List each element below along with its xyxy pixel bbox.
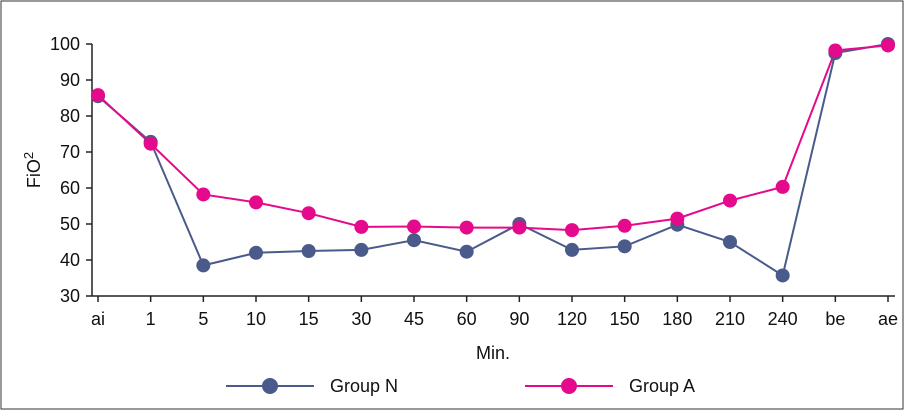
x-axis-title: Min. <box>476 343 510 363</box>
data-point-group-a <box>565 223 579 238</box>
data-point-group-n <box>617 239 632 254</box>
x-tick-label: 45 <box>404 309 424 329</box>
x-tick-label: 5 <box>198 309 208 329</box>
x-tick-label: be <box>825 309 845 329</box>
data-point-group-a <box>723 193 737 208</box>
data-point-group-n <box>723 235 737 249</box>
y-tick-label: 60 <box>60 178 80 198</box>
legend: Group N Group A <box>226 376 695 396</box>
y-tick-label: 70 <box>60 142 80 162</box>
data-point-group-n <box>301 244 316 258</box>
x-ticks: ai 1 5 10 15 30 45 60 90 120 150 180 210 240 be ae <box>91 296 898 329</box>
series-line-group-a <box>97 44 889 232</box>
series-points <box>91 37 895 283</box>
x-tick-label: 60 <box>457 309 477 329</box>
x-tick-label: 240 <box>768 309 798 329</box>
data-point-group-n <box>459 244 474 259</box>
data-point-group-a <box>143 136 158 151</box>
x-tick-label: 150 <box>610 309 640 329</box>
x-tick-label: 180 <box>662 309 692 329</box>
y-axis-title-sup: 2 <box>21 152 36 159</box>
y-tick-label: 90 <box>60 70 80 90</box>
data-point-group-n <box>407 233 421 248</box>
legend-marker-group-n <box>262 378 278 394</box>
x-tick-label: 210 <box>715 309 745 329</box>
legend-marker-group-a <box>561 378 577 394</box>
legend-label-group-n: Group N <box>330 376 398 396</box>
x-tick-label: ai <box>91 309 105 329</box>
x-tick-label: 1 <box>146 309 156 329</box>
data-point-group-a <box>670 211 685 226</box>
y-tick-label: 40 <box>60 250 80 270</box>
data-point-group-n <box>565 242 579 257</box>
data-point-group-a <box>775 179 790 194</box>
data-point-group-n <box>354 242 369 257</box>
y-ticks: 30 40 50 60 70 80 90 100 <box>50 34 92 306</box>
data-point-group-a <box>354 219 369 234</box>
x-tick-label: 120 <box>557 309 587 329</box>
x-tick-label: 90 <box>509 309 529 329</box>
y-tick-label: 50 <box>60 214 80 234</box>
x-tick-label: ae <box>878 309 898 329</box>
data-point-group-n <box>775 268 790 283</box>
data-point-group-a <box>91 88 105 103</box>
x-tick-label: 10 <box>246 309 266 329</box>
data-point-group-a <box>617 218 632 233</box>
y-tick-label: 30 <box>60 286 80 306</box>
data-point-group-n <box>196 258 211 273</box>
legend-item-group-n: Group N <box>226 376 398 396</box>
y-tick-label: 100 <box>50 34 80 54</box>
y-axis-title: FiO2 <box>21 152 45 188</box>
data-point-group-a <box>301 206 316 221</box>
series-lines <box>97 43 889 278</box>
x-tick-label: 15 <box>299 309 319 329</box>
data-point-group-a <box>881 38 895 53</box>
y-axis-title-base: FiO <box>24 159 44 188</box>
axes <box>91 44 895 297</box>
data-point-group-a <box>512 220 527 235</box>
data-point-group-n <box>249 245 263 260</box>
data-point-group-a <box>196 187 211 202</box>
series-line-group-n <box>97 43 889 278</box>
legend-label-group-a: Group A <box>629 376 695 396</box>
data-point-group-a <box>828 43 843 58</box>
y-tick-label: 80 <box>60 106 80 126</box>
data-point-group-a <box>459 220 474 235</box>
x-tick-label: 30 <box>351 309 371 329</box>
data-point-group-a <box>249 195 263 210</box>
legend-item-group-a: Group A <box>525 376 695 396</box>
data-point-group-a <box>407 219 421 234</box>
